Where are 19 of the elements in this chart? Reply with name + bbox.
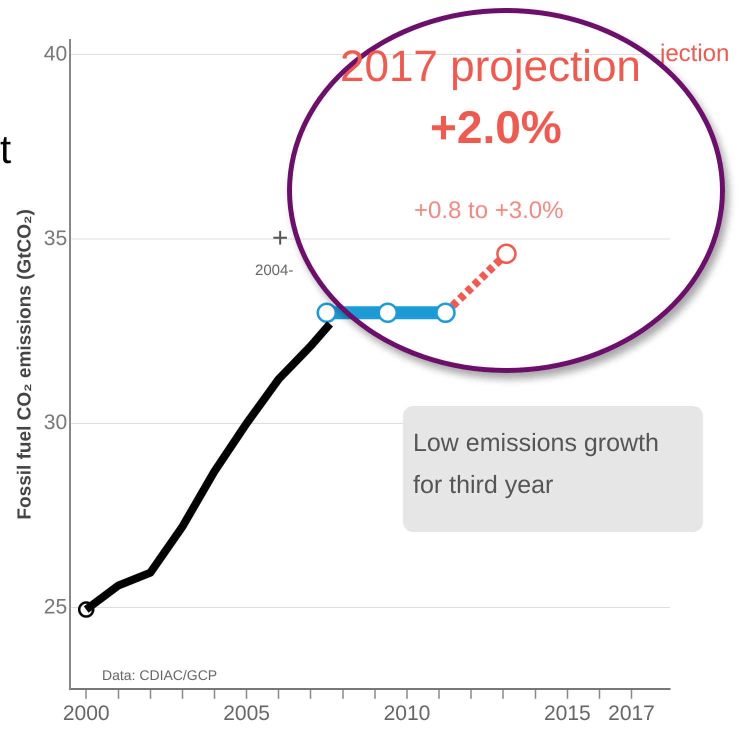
y-tick-label: 35 xyxy=(44,226,68,250)
x-tick-label: 2015 xyxy=(544,702,591,726)
annotation: + xyxy=(272,222,288,254)
text: t xyxy=(0,128,12,173)
y-axis-title: Fossil fuel CO₂ emissions (GtCO₂) xyxy=(14,209,36,520)
y-tick-label: 25 xyxy=(44,595,68,618)
x-tick-label: 2017 xyxy=(608,702,655,726)
annotation: Data: CDIAC/GCP xyxy=(102,667,218,683)
annotation: 2004- xyxy=(255,262,294,279)
annotation: jection xyxy=(660,40,730,68)
x-tick-label: 2010 xyxy=(384,702,430,726)
x-tick-label: 2000 xyxy=(62,702,110,726)
annotation: Low emissions growth for third year xyxy=(403,406,703,532)
annotation: +0.8 to +3.0% xyxy=(414,197,564,225)
annotation: +2.0% xyxy=(430,100,562,154)
x-tick-label: 2005 xyxy=(223,702,270,726)
y-tick-label: 40 xyxy=(44,42,68,66)
y-tick-label: 30 xyxy=(44,411,68,434)
point xyxy=(496,244,517,264)
